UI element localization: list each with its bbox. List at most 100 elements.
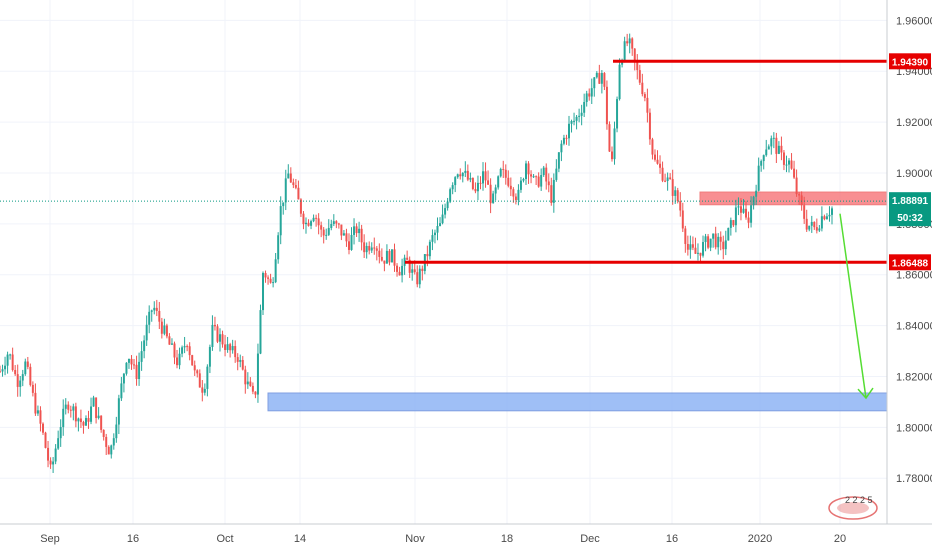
candle-body xyxy=(512,189,515,197)
candle-body xyxy=(135,364,138,380)
candle-body xyxy=(595,72,598,78)
price-axis[interactable]: 1.960001.940001.920001.900001.880001.860… xyxy=(896,15,932,485)
candle-body xyxy=(745,208,748,218)
candle-body xyxy=(788,160,791,165)
candle-body xyxy=(269,278,272,283)
candle-body xyxy=(310,221,313,226)
candle-body xyxy=(398,271,401,276)
candle-body xyxy=(545,167,548,182)
candle-body xyxy=(567,123,570,139)
candle-body xyxy=(780,145,783,153)
candle-body xyxy=(441,214,444,224)
x-tick-label: 20 xyxy=(834,533,846,545)
candle-body xyxy=(808,225,811,230)
candle-body xyxy=(411,269,414,273)
candle-body xyxy=(72,406,75,411)
candle-body xyxy=(385,250,388,264)
candle-body xyxy=(158,310,161,322)
candle-body xyxy=(67,404,70,410)
candle-body xyxy=(403,257,406,266)
candle-body xyxy=(489,184,492,204)
candle-body xyxy=(803,205,806,219)
candle-body xyxy=(469,177,472,180)
candle-body xyxy=(527,163,530,175)
candle-body xyxy=(777,145,780,154)
candle-body xyxy=(699,252,702,256)
y-tick-label: 1.92000 xyxy=(896,117,932,129)
candle-body xyxy=(325,234,328,236)
x-tick-label: 16 xyxy=(127,533,139,545)
candle-body xyxy=(757,165,760,191)
candle-body xyxy=(44,432,47,448)
candle-body xyxy=(631,38,634,49)
candle-body xyxy=(347,241,350,250)
candle-body xyxy=(4,365,7,370)
time-axis[interactable]: Sep 16 Oct 14 Nov 18 Dec 16 2020 20 xyxy=(40,533,846,545)
candle-body xyxy=(211,324,214,347)
candle-body xyxy=(433,232,436,236)
candle-body xyxy=(193,365,196,371)
candle-body xyxy=(583,102,586,113)
candle-body xyxy=(820,216,823,229)
candle-body xyxy=(514,196,517,201)
candle-body xyxy=(110,445,113,455)
candle-body xyxy=(691,244,694,248)
candle-body xyxy=(623,41,626,61)
candle-body xyxy=(648,112,651,140)
candle-body xyxy=(664,180,667,182)
candle-body xyxy=(196,370,199,374)
candle-body xyxy=(11,354,14,371)
candle-body xyxy=(36,410,39,414)
candle-body xyxy=(183,346,186,348)
candle-body xyxy=(674,190,677,196)
candle-body xyxy=(626,41,629,44)
candle-body xyxy=(84,418,87,426)
candle-body xyxy=(297,187,300,200)
candle-body xyxy=(327,227,330,235)
candle-body xyxy=(340,224,343,236)
candle-body xyxy=(737,206,740,208)
candle-body xyxy=(560,143,563,153)
candle-body xyxy=(535,176,538,178)
candle-body xyxy=(241,359,244,370)
candle-body xyxy=(707,236,710,248)
candle-body xyxy=(760,161,763,166)
candle-body xyxy=(97,415,100,419)
candle-body xyxy=(186,346,189,348)
candle-body xyxy=(34,392,37,414)
candle-body xyxy=(229,344,232,351)
candle-body xyxy=(479,182,482,184)
candle-body xyxy=(219,334,222,342)
arrow-head xyxy=(857,387,874,400)
candle-body xyxy=(464,170,467,173)
candle-body xyxy=(416,272,419,285)
candle-body xyxy=(590,88,593,97)
candle-body xyxy=(153,307,156,311)
candle-body xyxy=(456,174,459,178)
candle-body xyxy=(289,173,292,183)
candle-body xyxy=(69,409,72,411)
candle-body xyxy=(102,429,105,437)
candle-body xyxy=(502,169,505,171)
candle-body xyxy=(95,397,98,419)
candle-body xyxy=(165,325,168,337)
x-tick-label: 18 xyxy=(501,533,513,545)
candle-body xyxy=(793,168,796,178)
price-badges: 1.94390 1.86488 1.88891 50:32 xyxy=(889,53,931,271)
candle-body xyxy=(330,224,333,228)
candle-body xyxy=(130,358,133,365)
candle-body xyxy=(163,325,166,334)
candle-body xyxy=(267,277,270,279)
candle-body xyxy=(77,418,80,422)
candle-body xyxy=(653,154,656,160)
candle-body xyxy=(31,384,34,393)
arrow-shaft xyxy=(839,213,867,399)
candle-body xyxy=(287,173,290,179)
candle-body xyxy=(90,406,93,422)
candle-body xyxy=(810,221,813,226)
candle-body xyxy=(638,70,641,83)
candle-body xyxy=(39,410,42,424)
candle-body xyxy=(41,423,44,433)
